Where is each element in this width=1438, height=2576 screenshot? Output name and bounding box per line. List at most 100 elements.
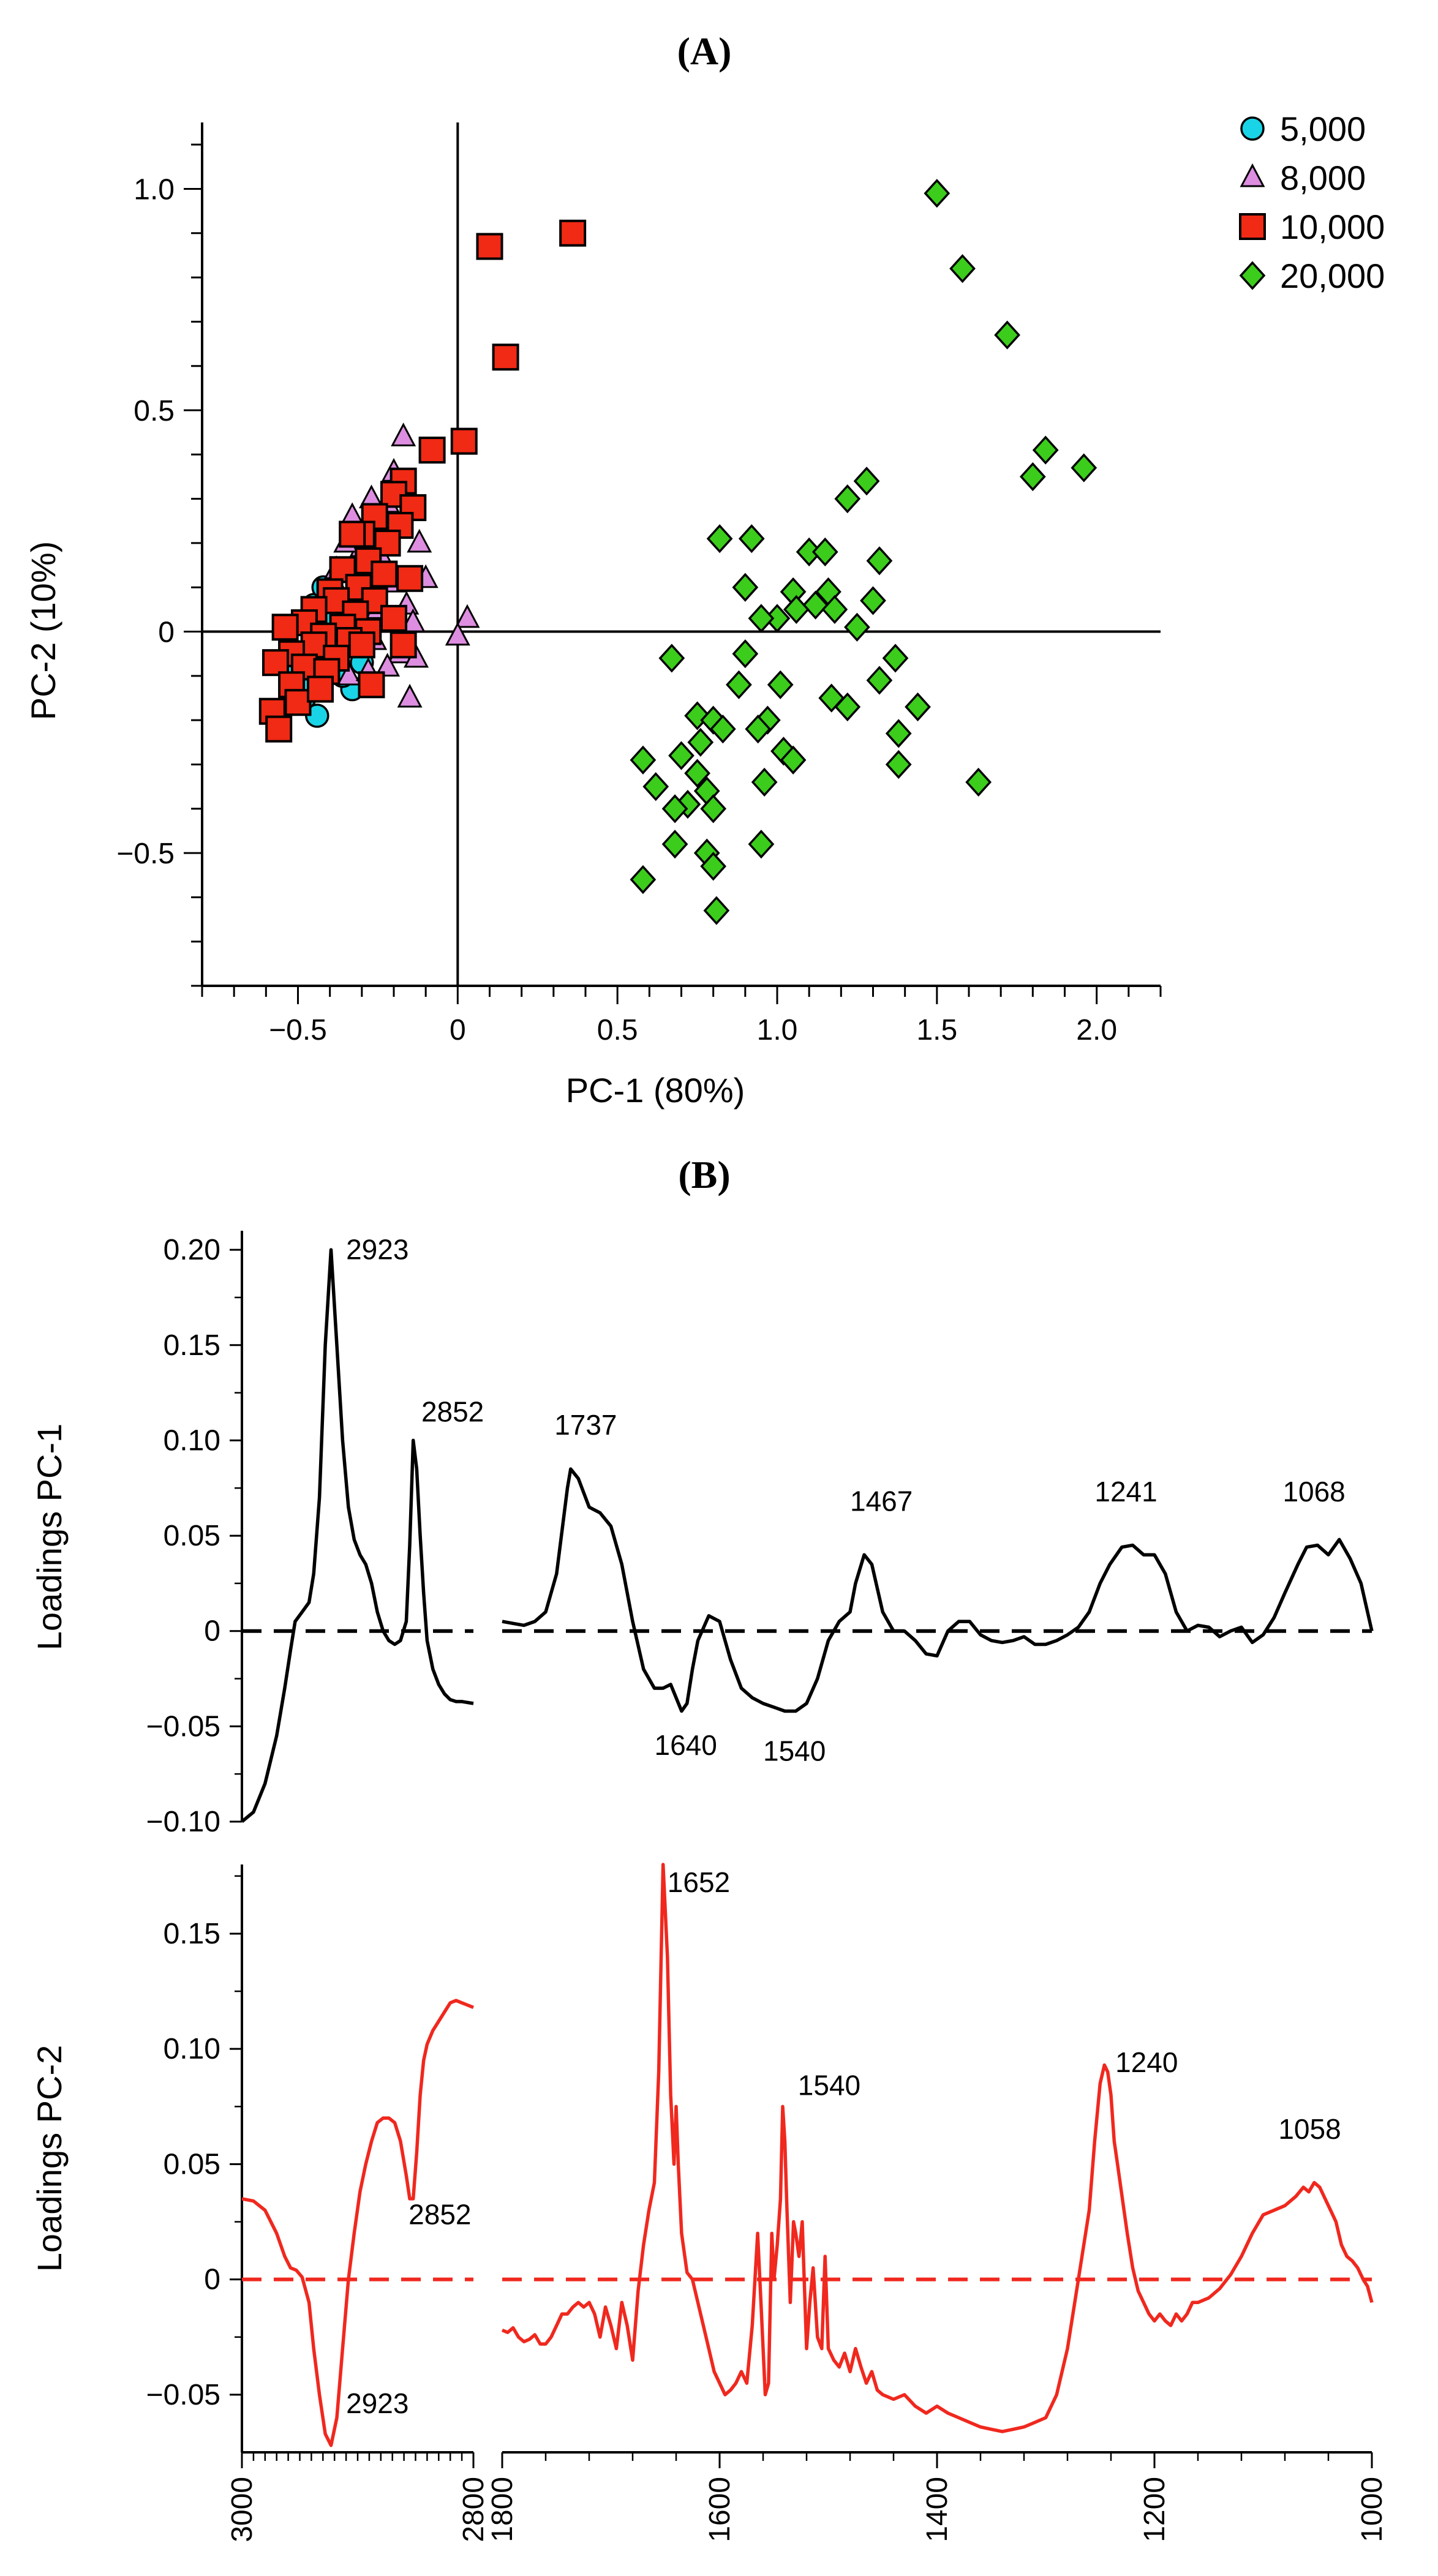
scatter-point-20000 (821, 595, 848, 624)
panel-a-title: (A) (677, 29, 732, 73)
scatter-point-10000 (396, 565, 424, 592)
x-tick-label: 1000 (1356, 2477, 1388, 2542)
scatter-point-8000 (407, 528, 432, 553)
loadings-pc1-plot: −0.10 −0.05 0 0.05 0.10 0.15 0.20 2923 2852 1737 1… (146, 1231, 1374, 1838)
x-tick-label: 2800 (457, 2477, 490, 2542)
x-tick-label: 3000 (226, 2477, 258, 2542)
scatter-point-20000 (802, 590, 829, 620)
scatter-point-20000 (834, 484, 861, 514)
y-tick-label: −0.05 (146, 1710, 220, 1743)
scatter-point-20000 (700, 852, 727, 881)
scatter-point-20000 (1071, 453, 1097, 483)
legend-panel-a: 5,000 8,000 10,000 20,000 (1239, 110, 1385, 295)
scatter-point-20000 (748, 830, 775, 859)
peak-annotation: 1058 (1278, 2113, 1341, 2145)
scatter-point-8000 (375, 653, 401, 677)
scatter-point-20000 (780, 745, 807, 775)
scatter-point-20000 (668, 741, 695, 770)
scatter-point-8000 (336, 661, 362, 686)
scatter-point-20000 (661, 794, 688, 824)
scatter-point-20000 (732, 639, 759, 669)
scatter-point-10000 (476, 233, 503, 260)
scatter-point-20000 (751, 767, 778, 797)
peak-annotation: 1540 (798, 2069, 860, 2101)
scatter-point-10000 (380, 604, 407, 632)
y-tick-label: 0.15 (164, 1329, 220, 1362)
legend-label: 8,000 (1280, 159, 1366, 197)
panel-b-title: (B) (678, 1153, 730, 1196)
scatter-point-20000 (866, 546, 893, 576)
scatter-point-20000 (630, 865, 657, 895)
peak-annotation: 2852 (408, 2198, 471, 2230)
loadings-line-segment (501, 1863, 1374, 2433)
y-tick-label: 0.20 (164, 1234, 220, 1266)
scatter-point-20000 (905, 692, 931, 722)
scatter-point-10000 (390, 631, 417, 659)
x-tick-label: 1400 (921, 2477, 954, 2542)
scatter-point-10000 (300, 631, 328, 659)
scatter-point-10000 (284, 689, 312, 716)
scatter-point-10000 (450, 427, 478, 455)
x-tick-label: −0.5 (269, 1014, 327, 1046)
x-tick-label: 1600 (704, 2477, 736, 2542)
scatter-point-20000 (811, 537, 838, 566)
scatter-point-20000 (885, 749, 912, 779)
y-tick-label: 0.05 (164, 2148, 220, 2180)
x-tick-label: 1800 (486, 2477, 519, 2542)
y-tick-label: 1.0 (134, 173, 175, 206)
peak-annotation: 1241 (1094, 1476, 1157, 1508)
scatter-point-20000 (703, 896, 730, 925)
scatter-point-20000 (687, 727, 714, 757)
scatter-point-8000 (445, 621, 470, 646)
scatter-point-10000 (418, 437, 446, 464)
y-tick-label: 0.15 (164, 1918, 220, 1950)
scatter-point-20000 (732, 573, 759, 602)
scatter-point-20000 (834, 692, 861, 722)
legend-label: 5,000 (1280, 110, 1366, 148)
scatter-point-10000 (339, 520, 366, 548)
scatter-point-10000 (307, 675, 334, 703)
y-tick-label: −0.5 (116, 838, 175, 870)
peak-annotation: 1467 (850, 1485, 913, 1517)
scatter-point-20000 (738, 524, 765, 554)
scatter-point-20000 (783, 595, 810, 624)
scatter-plot-panel-a: −0.5 0 0.5 1.0 1.5 2.0 −0.5 0 0.5 1.0 (116, 122, 1162, 1046)
x-tick-label: 1200 (1139, 2477, 1171, 2542)
scatter-point-8000 (454, 604, 480, 628)
peak-annotation: 1540 (763, 1735, 826, 1767)
scatter-point-10000 (348, 631, 375, 659)
peak-annotation: 2923 (346, 2387, 408, 2419)
scatter-point-10000 (271, 614, 299, 641)
loadings-line-segment (241, 1999, 475, 2447)
scatter-point-8000 (400, 608, 426, 633)
scatter-point-20000 (866, 666, 893, 695)
pc1-y-axis-label: Loadings PC-1 (30, 1424, 69, 1650)
scatter-point-20000 (726, 670, 752, 699)
y-tick-label: 0.10 (164, 2033, 220, 2065)
scatter-point-20000 (853, 467, 880, 496)
y-tick-label: 0.5 (134, 395, 175, 427)
peak-annotation: 1240 (1115, 2046, 1178, 2078)
legend-marker-5000 (1240, 116, 1265, 141)
scatter-point-20000 (630, 745, 657, 775)
y-tick-label: 0.05 (164, 1520, 220, 1552)
legend-marker-8000 (1240, 163, 1265, 187)
y-tick-label: −0.10 (146, 1806, 220, 1838)
scatter-point-20000 (661, 830, 688, 859)
scatter-point-20000 (882, 644, 909, 673)
scatter-point-20000 (658, 644, 685, 673)
y-tick-label: 0 (158, 617, 175, 649)
scatter-point-10000 (559, 219, 587, 247)
peak-annotation: 1652 (668, 1866, 730, 1898)
legend-marker-20000 (1239, 261, 1266, 290)
legend-marker-10000 (1239, 213, 1266, 240)
x-tick-label: 1.5 (916, 1014, 957, 1046)
scatter-point-10000 (262, 649, 289, 677)
legend-label: 10,000 (1280, 208, 1385, 246)
y-tick-label: 0 (204, 1615, 220, 1648)
scatter-point-20000 (860, 586, 886, 615)
scatter-point-20000 (965, 767, 992, 797)
scatter-point-20000 (844, 612, 870, 642)
